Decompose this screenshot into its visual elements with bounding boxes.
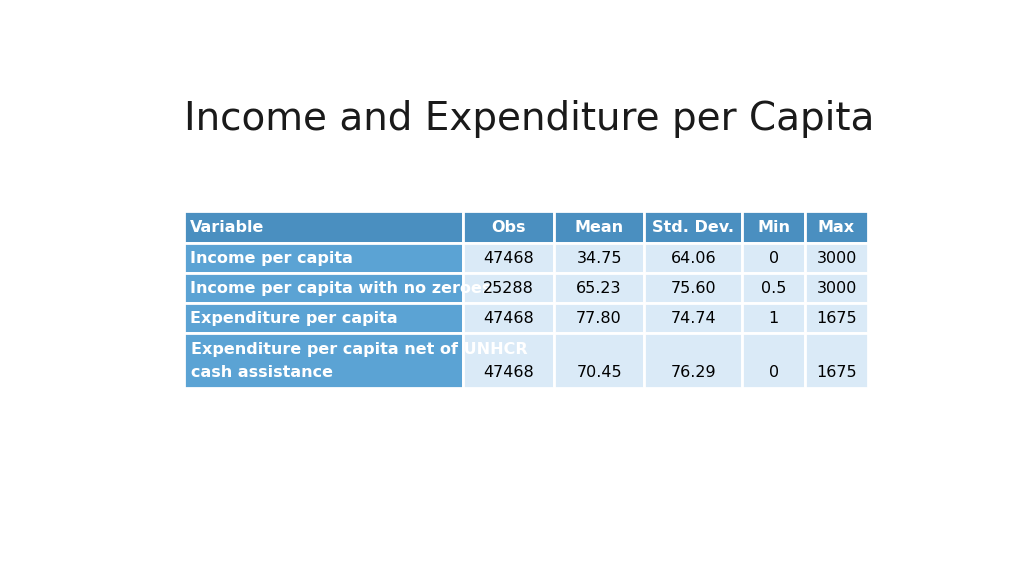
FancyBboxPatch shape [805,334,868,388]
FancyBboxPatch shape [183,273,463,304]
FancyBboxPatch shape [554,243,644,273]
FancyBboxPatch shape [805,243,868,273]
Text: 34.75: 34.75 [577,251,622,266]
FancyBboxPatch shape [644,273,742,304]
FancyBboxPatch shape [554,304,644,334]
FancyBboxPatch shape [554,211,644,243]
Text: 65.23: 65.23 [577,281,622,295]
Text: Variable: Variable [189,219,264,234]
Text: 47468: 47468 [483,311,534,326]
Text: 47468: 47468 [483,251,534,266]
FancyBboxPatch shape [805,273,868,304]
FancyBboxPatch shape [805,211,868,243]
Text: 1675: 1675 [816,311,857,326]
Text: Max: Max [818,219,855,234]
FancyBboxPatch shape [183,334,463,388]
Text: 3000: 3000 [816,251,857,266]
FancyBboxPatch shape [742,334,805,388]
Text: Std. Dev.: Std. Dev. [652,219,734,234]
FancyBboxPatch shape [463,304,554,334]
FancyBboxPatch shape [554,334,644,388]
FancyBboxPatch shape [183,304,463,334]
Text: 1675: 1675 [816,365,857,380]
FancyBboxPatch shape [644,243,742,273]
Text: Expenditure per capita net of UNHCR: Expenditure per capita net of UNHCR [191,342,528,357]
Text: Expenditure per capita: Expenditure per capita [189,311,397,326]
Text: 75.60: 75.60 [671,281,716,295]
Text: 64.06: 64.06 [671,251,716,266]
Text: 77.80: 77.80 [577,311,622,326]
Text: 25288: 25288 [483,281,534,295]
FancyBboxPatch shape [742,273,805,304]
FancyBboxPatch shape [644,211,742,243]
Text: Min: Min [757,219,791,234]
Text: Income and Expenditure per Capita: Income and Expenditure per Capita [183,100,873,138]
Text: 1: 1 [769,311,779,326]
FancyBboxPatch shape [463,273,554,304]
FancyBboxPatch shape [742,211,805,243]
Text: Obs: Obs [492,219,525,234]
Text: Income per capita with no zeroes: Income per capita with no zeroes [189,281,492,295]
FancyBboxPatch shape [644,304,742,334]
FancyBboxPatch shape [554,273,644,304]
Text: 0: 0 [769,251,778,266]
FancyBboxPatch shape [183,243,463,273]
Text: 3000: 3000 [816,281,857,295]
FancyBboxPatch shape [644,334,742,388]
FancyBboxPatch shape [463,334,554,388]
Text: 70.45: 70.45 [577,365,622,380]
FancyBboxPatch shape [183,211,463,243]
Text: 74.74: 74.74 [671,311,716,326]
FancyBboxPatch shape [463,211,554,243]
FancyBboxPatch shape [742,304,805,334]
Text: Income per capita: Income per capita [189,251,353,266]
FancyBboxPatch shape [742,243,805,273]
FancyBboxPatch shape [805,304,868,334]
Text: 0: 0 [769,365,778,380]
FancyBboxPatch shape [463,243,554,273]
Text: Mean: Mean [574,219,624,234]
Text: 47468: 47468 [483,365,534,380]
Text: cash assistance: cash assistance [191,365,334,380]
Text: 0.5: 0.5 [761,281,786,295]
Text: 76.29: 76.29 [671,365,716,380]
